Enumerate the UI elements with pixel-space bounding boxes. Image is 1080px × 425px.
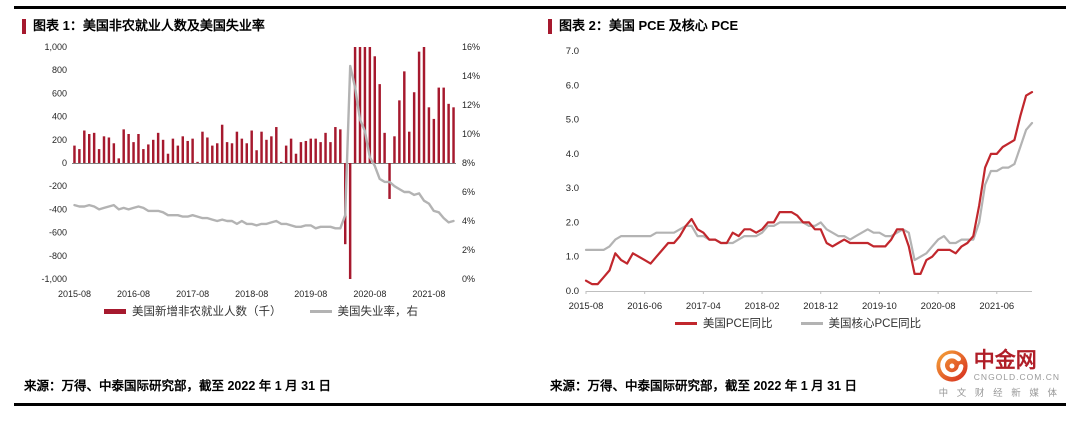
report-figures-panel: 图表 1：美国非农就业人数及美国失业率 1,000 800 600 400 200 0 -2… [14,6,1066,406]
svg-text:12%: 12% [462,100,480,110]
cngold-flame-icon [936,350,968,382]
pce-legend-swatch [674,321,697,325]
core-pce-legend-item: 美国核心PCE同比 [800,315,922,331]
svg-text:6%: 6% [462,187,475,197]
figure-1: 图表 1：美国非农就业人数及美国失业率 1,000 800 600 400 200 0 -2… [14,9,540,403]
svg-text:600: 600 [52,88,67,98]
svg-text:14%: 14% [462,71,480,81]
svg-text:-200: -200 [49,181,67,191]
svg-text:2015-08: 2015-08 [569,301,604,312]
svg-text:400: 400 [52,112,67,122]
svg-text:0%: 0% [462,274,475,284]
svg-text:-600: -600 [49,228,67,238]
svg-text:2020-08: 2020-08 [921,301,956,312]
svg-text:7.0: 7.0 [566,46,579,57]
unemployment-legend-label: 美国失业率，右 [337,306,419,318]
title-accent-bar [22,18,26,34]
svg-text:2017-04: 2017-04 [686,301,721,312]
pce-legend-item: 美国PCE同比 [674,315,773,331]
svg-text:4.0: 4.0 [566,149,579,160]
cngold-logo: 中金网 CNGOLD.COM.CN 中 文 财 经 新 媒 体 [908,347,1062,400]
title-accent-bar [548,18,552,34]
svg-text:16%: 16% [462,42,480,52]
payrolls-legend-item: 美国新增非农就业人数（千） [104,303,282,319]
svg-text:-400: -400 [49,204,67,214]
svg-text:2.0: 2.0 [566,217,579,228]
svg-text:-1,000: -1,000 [41,274,67,284]
svg-text:-800: -800 [49,251,67,261]
figure2-title-text: 图表 2：美国 PCE 及核心 PCE [559,18,739,33]
figure1-legend: 美国新增非农就业人数（千） 美国失业率，右 [22,303,500,319]
svg-text:1,000: 1,000 [44,42,67,52]
figure1-title: 图表 1：美国非农就业人数及美国失业率 [22,17,534,35]
nonfarm-payrolls-unemployment-chart: 1,000 800 600 400 200 0 -200 -400 -600 -800 -1,000… [41,42,480,299]
svg-text:10%: 10% [462,129,480,139]
svg-text:2021-08: 2021-08 [412,289,445,299]
pce-core-pce-chart: 7.0 6.0 5.0 4.0 3.0 2.0 1.0 0.0 2015-08 2016-06 20… [566,46,1034,312]
cngold-logo-domain: CNGOLD.COM.CN [973,372,1060,382]
svg-text:2%: 2% [462,245,475,255]
figure1-title-text: 图表 1：美国非农就业人数及美国失业率 [33,18,265,33]
core-pce-legend-swatch [800,321,823,325]
figure-2: 图表 2：美国 PCE 及核心 PCE 7.0 6.0 5.0 4.0 3.0 2.0 1.… [540,9,1066,403]
svg-text:4%: 4% [462,216,475,226]
svg-text:0: 0 [62,158,67,168]
core-pce-legend-label: 美国核心PCE同比 [828,318,922,330]
svg-text:2019-08: 2019-08 [294,289,327,299]
figure2-source: 来源：万得、中泰国际研究部，截至 2022 年 1 月 31 日 [550,379,858,393]
unemployment-legend-swatch [309,309,332,313]
svg-text:1.0: 1.0 [566,252,579,263]
svg-text:2017-08: 2017-08 [176,289,209,299]
figure1-source: 来源：万得、中泰国际研究部，截至 2022 年 1 月 31 日 [24,379,332,393]
svg-text:5.0: 5.0 [566,115,579,126]
cngold-logo-tagline: 中 文 财 经 新 媒 体 [938,388,1060,399]
unemployment-legend-item: 美国失业率，右 [309,303,419,319]
figure-columns: 图表 1：美国非农就业人数及美国失业率 1,000 800 600 400 200 0 -2… [14,9,1066,403]
payrolls-legend-label: 美国新增非农就业人数（千） [132,306,282,318]
cngold-logo-row: 中金网 CNGOLD.COM.CN [912,349,1060,383]
svg-text:8%: 8% [462,158,475,168]
svg-text:0.0: 0.0 [566,286,579,297]
svg-text:6.0: 6.0 [566,80,579,91]
figure2-legend: 美国PCE同比 美国核心PCE同比 [548,315,1048,331]
svg-text:2018-12: 2018-12 [803,301,838,312]
svg-text:2020-08: 2020-08 [353,289,386,299]
svg-text:2021-06: 2021-06 [979,301,1014,312]
svg-text:800: 800 [52,65,67,75]
pce-legend-label: 美国PCE同比 [702,318,773,330]
svg-text:200: 200 [52,135,67,145]
svg-text:2016-06: 2016-06 [627,301,662,312]
svg-text:2019-10: 2019-10 [862,301,897,312]
svg-text:2016-08: 2016-08 [117,289,150,299]
svg-text:3.0: 3.0 [566,183,579,194]
svg-text:2015-08: 2015-08 [58,289,91,299]
figure2-title: 图表 2：美国 PCE 及核心 PCE [548,17,1060,35]
svg-text:2018-08: 2018-08 [235,289,268,299]
cngold-logo-texts: 中金网 CNGOLD.COM.CN [973,349,1060,383]
svg-text:2018-02: 2018-02 [745,301,780,312]
cngold-logo-name: 中金网 [973,349,1037,372]
payrolls-legend-swatch [104,308,126,314]
